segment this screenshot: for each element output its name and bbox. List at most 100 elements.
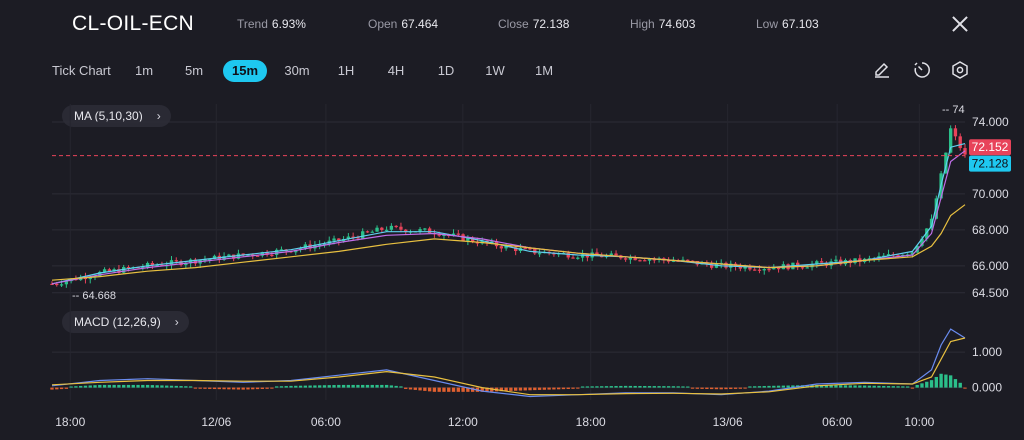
- tf-5m[interactable]: 5m: [184, 63, 204, 78]
- tf-1m[interactable]: 1m: [134, 63, 154, 78]
- symbol-title: CL-OIL-ECN: [72, 12, 195, 35]
- candle-body: [609, 253, 613, 256]
- macd-hist-bar: [346, 384, 351, 388]
- macd-hist-bar: [590, 386, 594, 388]
- tf-1d[interactable]: 1D: [437, 63, 455, 78]
- macd-hist-bar: [595, 386, 599, 388]
- macd-hist-bar: [882, 385, 886, 388]
- tf-30m[interactable]: 30m: [284, 63, 310, 78]
- macd-hist-bar: [327, 385, 331, 388]
- macd-hist-bar: [447, 387, 451, 392]
- macd-indicator-pill[interactable]: MACD (12,26,9) ›: [62, 311, 189, 333]
- candle-body: [380, 227, 384, 231]
- candle-body: [59, 284, 64, 286]
- candle-body: [322, 243, 327, 246]
- macd-hist-bar: [729, 387, 733, 390]
- candle-body: [141, 267, 145, 269]
- candle-body: [576, 257, 580, 259]
- chevron-right-icon: ›: [174, 315, 179, 329]
- tf-1mo[interactable]: 1M: [534, 63, 554, 78]
- price-label-box: [969, 155, 1011, 172]
- macd-hist-bar: [322, 385, 327, 388]
- macd-hist-bar: [767, 385, 771, 388]
- macd-hist-bar: [155, 385, 159, 388]
- macd-hist-bar: [643, 386, 647, 388]
- pencil-icon[interactable]: [872, 60, 892, 80]
- macd-hist-bar: [915, 384, 919, 388]
- macd-hist-bar: [466, 387, 470, 392]
- candle-body: [614, 253, 618, 256]
- candle-body: [690, 260, 695, 262]
- candle-body: [155, 265, 159, 267]
- candle-body: [767, 269, 771, 271]
- candle-body: [886, 254, 891, 256]
- macd-hist-bar: [122, 384, 126, 388]
- candle-body: [351, 236, 355, 238]
- macd-hist-bar: [600, 386, 604, 388]
- grid-lines: [52, 104, 965, 400]
- candle-body: [303, 244, 308, 249]
- macd-hist-bar: [910, 387, 915, 389]
- y-tick-label: 64.500: [972, 286, 1009, 300]
- timer-icon[interactable]: [912, 60, 932, 80]
- macd-hist-bar: [552, 387, 556, 390]
- macd-hist-bar: [404, 387, 408, 389]
- candle-body: [55, 283, 59, 286]
- tf-4h[interactable]: 4H: [387, 63, 405, 78]
- macd-hist-bar: [375, 384, 379, 388]
- macd-hist-bar: [193, 387, 198, 389]
- macd-hist-bar: [953, 379, 958, 388]
- macd-hist-bar: [929, 380, 934, 388]
- macd-hist-bar: [179, 386, 183, 388]
- candle-body: [681, 259, 685, 262]
- tf-1h[interactable]: 1H: [337, 63, 355, 78]
- macd-hist-bar: [614, 386, 618, 388]
- price-label: 72.152: [972, 140, 1009, 154]
- tf-1w[interactable]: 1W: [485, 63, 505, 78]
- candle-body: [638, 260, 642, 262]
- stat-high: High 74.603: [630, 17, 696, 31]
- macd-hist-bar: [74, 386, 78, 388]
- candle-body: [776, 267, 781, 270]
- y-tick-label: 74.000: [972, 115, 1009, 129]
- candle-body: [389, 225, 394, 230]
- macd-hist-bar: [523, 387, 527, 391]
- macd-hist-bar: [843, 385, 848, 388]
- macd-hist-bar: [451, 387, 456, 392]
- candle-body: [815, 261, 819, 264]
- macd-hist-bar: [456, 387, 460, 392]
- candle-body: [504, 245, 508, 249]
- macd-hist-bar: [98, 384, 102, 388]
- tf-15m[interactable]: 15m: [223, 60, 267, 82]
- macd-hist-bar: [423, 387, 427, 391]
- candle-body: [896, 255, 900, 257]
- macd-hist-bar: [571, 387, 575, 389]
- macd-hist-bar: [160, 385, 164, 388]
- macd-hist-bar: [762, 386, 766, 388]
- macd-hist-bar: [145, 384, 150, 388]
- candle-body: [145, 262, 150, 268]
- settings-icon[interactable]: [950, 60, 970, 80]
- macd-hist-bar: [408, 387, 413, 390]
- macd-hist-bar: [437, 387, 441, 392]
- candle-body: [442, 234, 446, 237]
- price-label: 72.128: [972, 157, 1009, 171]
- candle-body: [537, 253, 542, 255]
- macd-hist-bar: [394, 385, 398, 388]
- macd-hist-bar: [136, 384, 140, 388]
- candle-body: [375, 227, 379, 232]
- chart-type-selector[interactable]: Tick Chart: [52, 63, 111, 78]
- candle-body: [184, 263, 188, 266]
- macd-hist-bar: [748, 386, 752, 388]
- macd-hist-bar: [504, 387, 508, 392]
- candle-body: [499, 246, 504, 249]
- candle-body: [227, 254, 231, 257]
- candle-body: [772, 267, 776, 270]
- macd-hist-bar: [628, 385, 633, 388]
- candle-body: [867, 258, 872, 260]
- macd-hist-bar: [566, 387, 570, 389]
- macd-hist-bar: [351, 384, 355, 388]
- macd-hist-bar: [700, 387, 704, 389]
- macd-hist-bar: [198, 387, 202, 389]
